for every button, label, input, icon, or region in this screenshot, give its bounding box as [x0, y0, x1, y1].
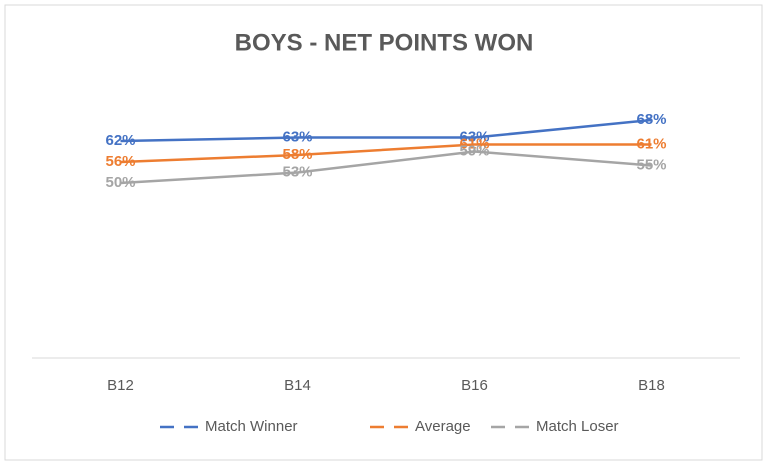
series-line	[120, 143, 652, 164]
x-tick-label: B18	[638, 377, 665, 394]
data-label: 59%	[459, 142, 489, 159]
series-line	[120, 118, 652, 143]
data-label: 55%	[636, 156, 666, 173]
series-line	[120, 150, 652, 185]
data-label: 62%	[105, 132, 135, 149]
legend-label: Match Loser	[536, 418, 619, 435]
data-label: 68%	[636, 111, 666, 128]
data-label: 61%	[459, 135, 489, 152]
data-label: 56%	[105, 153, 135, 170]
data-label: 63%	[282, 128, 312, 145]
data-label: 50%	[105, 174, 135, 191]
chart-title: BOYS - NET POINTS WON	[235, 29, 534, 56]
data-label: 61%	[636, 135, 666, 152]
x-tick-label: B16	[461, 377, 488, 394]
legend-label: Average	[415, 418, 471, 435]
chart-border	[4, 4, 763, 461]
legend-label: Match Winner	[205, 418, 298, 435]
x-tick-label: B14	[284, 377, 311, 394]
x-tick-label: B12	[107, 377, 134, 394]
data-label: 63%	[459, 128, 489, 145]
data-label: 53%	[282, 163, 312, 180]
data-label: 58%	[282, 146, 312, 163]
